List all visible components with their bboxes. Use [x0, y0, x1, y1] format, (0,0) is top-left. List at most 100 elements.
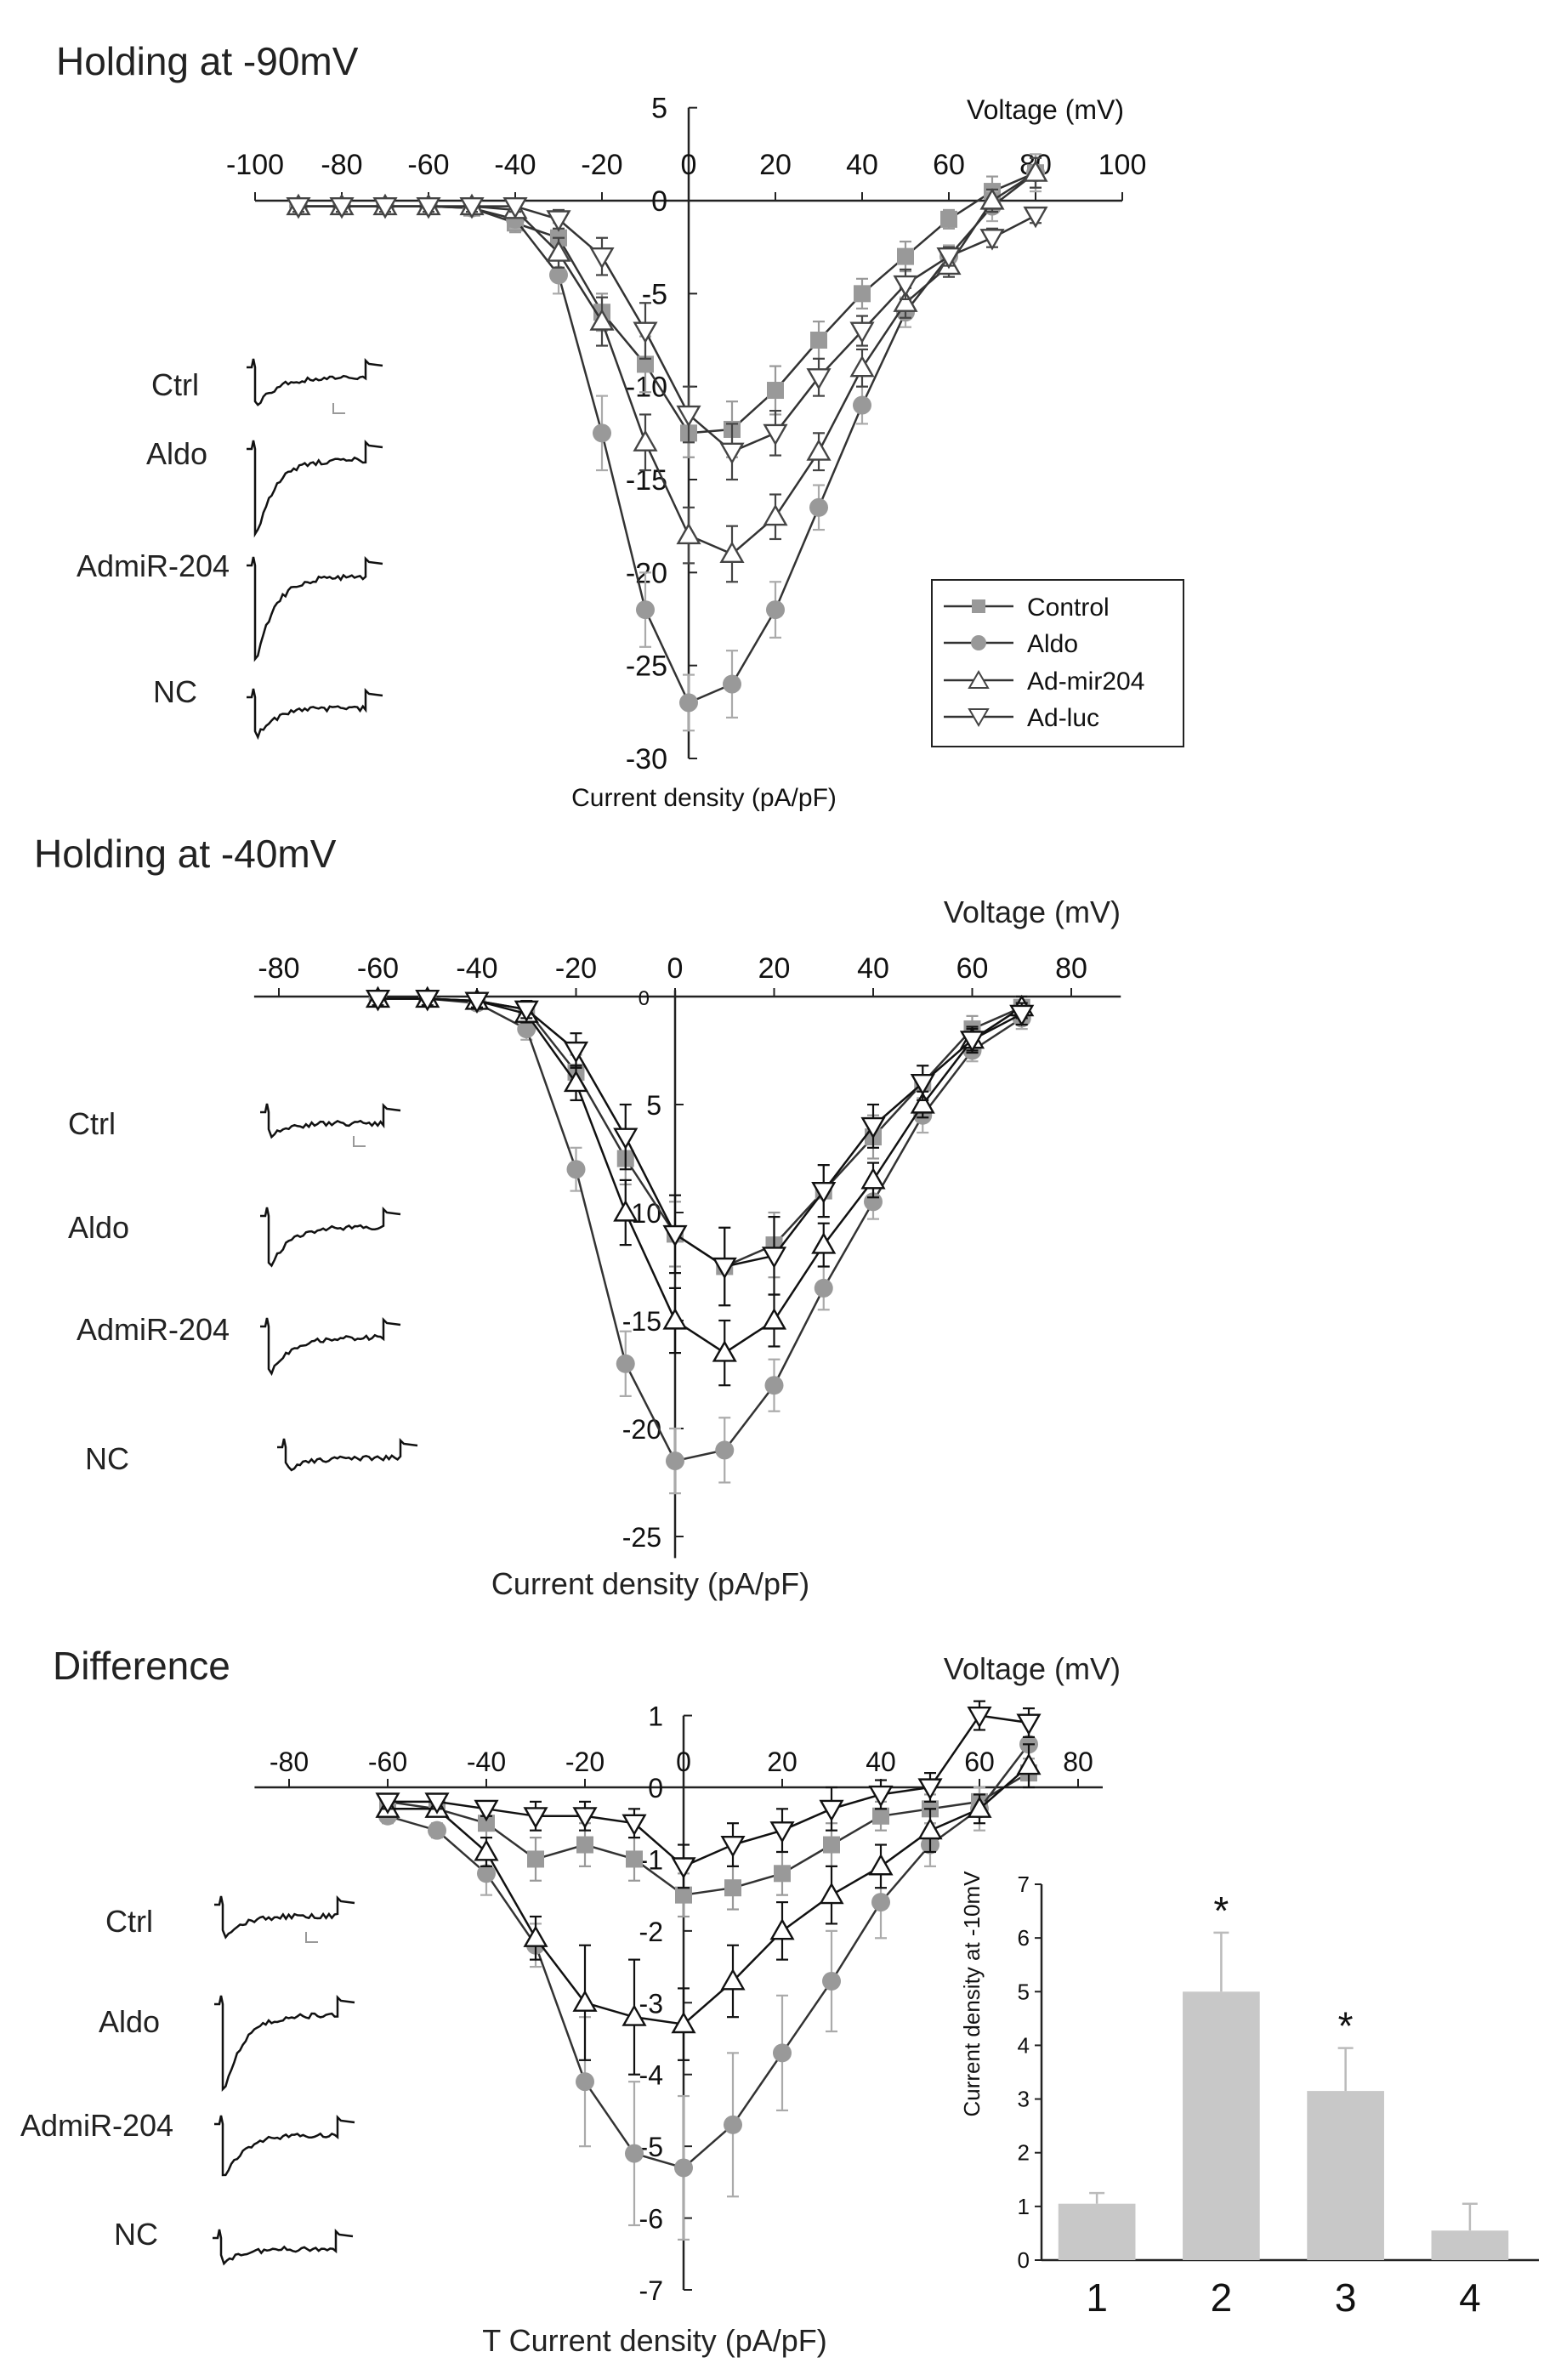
- data-point-triangle-down: [676, 405, 701, 428]
- y-tick-label: -3: [639, 1988, 663, 2019]
- data-point-triangle-down: [712, 1257, 737, 1280]
- data-point-triangle-down: [917, 1778, 943, 1800]
- x-tick-label: 0: [676, 1747, 691, 1777]
- bar-y-tick-label: 1: [1018, 2194, 1030, 2219]
- data-point-circle: [853, 395, 871, 415]
- series-control: [369, 990, 1030, 1307]
- x-tick-label: 100: [1098, 149, 1147, 181]
- data-point-triangle-up: [806, 439, 832, 461]
- data-point-circle: [724, 2115, 742, 2134]
- trace-label-ctrl-pdiff: Ctrl: [105, 1904, 153, 1939]
- y-tick-label: -25: [622, 1522, 661, 1553]
- legend-marker-aldo: [971, 635, 986, 650]
- data-point-circle: [723, 674, 741, 694]
- data-point-triangle-down: [806, 368, 832, 390]
- x-tick-label: -60: [407, 149, 449, 181]
- data-point-triangle-down: [967, 1707, 992, 1729]
- data-point-triangle-up: [633, 429, 658, 452]
- data-point-triangle-down: [868, 1785, 894, 1808]
- data-point-triangle-down: [546, 210, 571, 232]
- series-line: [377, 997, 1023, 1355]
- data-point-circle: [773, 2043, 792, 2063]
- data-point-circle: [764, 1376, 784, 1395]
- data-point-triangle-down: [936, 247, 962, 270]
- trace-label-aldo-pdiff: Aldo: [99, 2004, 160, 2039]
- data-point-triangle-up: [769, 1917, 795, 1940]
- data-point-circle: [625, 2144, 644, 2163]
- y-tick-label: 5: [646, 1090, 661, 1121]
- x-tick-label: 40: [866, 1747, 896, 1777]
- data-point-circle: [549, 265, 568, 285]
- x-tick-label: -20: [565, 1747, 605, 1777]
- trace-label-aldo-p90: Aldo: [146, 436, 207, 471]
- data-point-square: [527, 1850, 544, 1868]
- x-tick-label: 20: [758, 952, 791, 985]
- current-trace-2-3: [260, 1316, 401, 1377]
- data-point-triangle-up: [671, 2011, 696, 2034]
- data-point-triangle-down: [502, 196, 528, 219]
- y-tick-label: 0: [651, 185, 667, 218]
- y-tick-label: 0: [648, 1773, 663, 1803]
- legend-label-adluc: Ad-luc: [1027, 704, 1099, 732]
- x-tick-label: 60: [956, 952, 989, 985]
- data-point-square: [576, 1836, 593, 1854]
- data-point-triangle-down: [1009, 1004, 1035, 1027]
- data-point-square: [823, 1836, 840, 1854]
- legend-label-admir: Ad-mir204: [1027, 667, 1144, 696]
- y-tick-label: -20: [622, 1414, 661, 1445]
- data-point-triangle-up: [910, 1092, 935, 1114]
- data-point-triangle-up: [761, 1308, 787, 1330]
- data-point-triangle-up: [811, 1232, 837, 1254]
- series-line: [377, 997, 1023, 1463]
- data-point-triangle-down: [424, 1792, 450, 1815]
- y-tick-label: -15: [626, 464, 667, 497]
- data-point-triangle-down: [563, 1041, 589, 1064]
- data-point-circle: [428, 1821, 446, 1840]
- x-tick-label: -80: [321, 149, 362, 181]
- y-axis-label-p90: Current density (pA/pF): [571, 784, 837, 812]
- x-axis-label-p40: Voltage (mV): [944, 895, 1121, 929]
- data-point-circle: [822, 1971, 841, 1991]
- data-point-circle: [593, 423, 611, 443]
- trace-label-ctrl-p40: Ctrl: [68, 1106, 116, 1141]
- y-tick-label: 5: [651, 93, 667, 125]
- x-tick-label: -100: [226, 149, 284, 181]
- data-point-triangle-down: [849, 321, 875, 344]
- bar-y-tick-label: 5: [1018, 1979, 1030, 2004]
- data-point-triangle-up: [819, 1882, 844, 1905]
- data-point-triangle-up: [589, 309, 615, 331]
- series-aldo: [368, 989, 1031, 1495]
- x-tick-label: 40: [846, 149, 878, 181]
- x-axis-label-p90: Voltage (mV): [967, 94, 1124, 125]
- trace-label-nc-p90: NC: [153, 674, 197, 709]
- data-point-circle: [517, 1020, 536, 1039]
- bar-chart: 0 1 2 3 4 5 6 7 1 2 * 3 * 4: [1018, 1872, 1539, 2320]
- x-tick-label: 80: [1063, 1747, 1093, 1777]
- current-trace-3-2: [214, 1994, 355, 2093]
- data-point-triangle-up: [893, 290, 918, 312]
- current-trace-3-3: [214, 2114, 355, 2177]
- data-point-triangle-down: [893, 275, 918, 298]
- data-point-triangle-down: [375, 1792, 400, 1815]
- y-tick-label: -2: [639, 1917, 663, 1947]
- data-point-circle: [674, 2158, 693, 2178]
- data-point-triangle-down: [514, 1000, 539, 1023]
- bar-y-tick-label: 3: [1018, 2087, 1030, 2112]
- data-point-triangle-up: [676, 522, 701, 545]
- trace-label-ctrl-p90: Ctrl: [151, 367, 199, 402]
- series-line: [387, 1743, 1030, 2169]
- bar-4: [1431, 2230, 1509, 2260]
- data-point-square: [724, 1879, 741, 1897]
- data-point-triangle-up: [712, 1340, 737, 1362]
- series-line: [298, 172, 1036, 555]
- data-point-circle: [616, 1354, 635, 1373]
- data-point-triangle-up: [979, 188, 1005, 210]
- y-tick-label: -30: [626, 743, 667, 775]
- x-tick-label: 60: [933, 149, 965, 181]
- data-point-triangle-down: [459, 196, 485, 219]
- data-point-circle: [871, 1893, 890, 1912]
- current-trace-2-4: [277, 1437, 418, 1472]
- trace-label-admir-p40: AdmiR-204: [77, 1312, 230, 1347]
- data-point-triangle-up: [662, 1308, 688, 1330]
- data-point-triangle-up: [563, 1070, 589, 1093]
